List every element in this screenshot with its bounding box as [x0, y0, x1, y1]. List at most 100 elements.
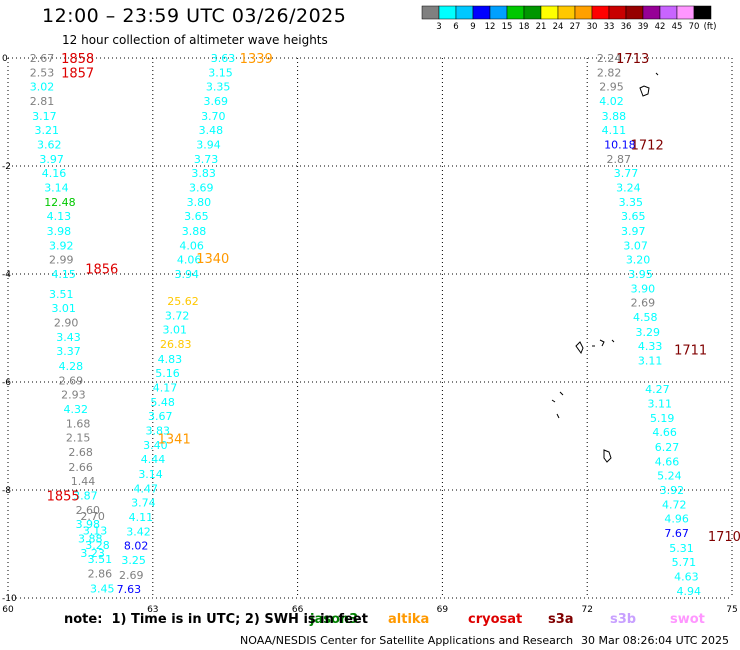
wave-height-value: 2.99: [49, 253, 74, 266]
wave-height-value: 3.23: [80, 547, 105, 560]
credit-timestamp: 30 Mar 08:26:04 UTC 2025: [581, 634, 729, 647]
wave-height-value: 2.66: [68, 461, 93, 474]
wave-height-value: 12.48: [44, 196, 75, 209]
color-scale-label: 39: [638, 22, 649, 32]
wave-height-value: 4.15: [51, 268, 76, 281]
color-scale-label: 33: [604, 22, 615, 32]
wave-height-value: 3.62: [37, 138, 62, 151]
wave-height-value: 3.67: [148, 410, 173, 423]
x-tick-label: 72: [581, 605, 592, 615]
x-tick-label: 66: [292, 605, 304, 615]
wave-height-value: 3.73: [194, 153, 219, 166]
wave-height-value: 3.88: [602, 110, 627, 123]
wave-height-value: 3.69: [189, 182, 214, 195]
wave-height-value: 7.63: [117, 583, 142, 596]
wave-height-value: 26.83: [160, 338, 192, 351]
chart-title: 12:00 – 23:59 UTC 03/26/2025: [42, 5, 347, 27]
color-scale-label: 12: [485, 22, 496, 32]
wave-height-value: 3.29: [635, 326, 660, 339]
wave-height-value: 2.69: [631, 297, 656, 310]
wave-height-value: 2.95: [599, 81, 624, 94]
wave-height-value: 4.32: [64, 403, 89, 416]
color-scale-swatch: [642, 5, 661, 20]
pass-label: 1856: [85, 263, 118, 278]
wave-height-value: 3.28: [85, 539, 110, 552]
wave-height-value: 4.63: [674, 570, 699, 583]
wave-height-value: 3.77: [614, 167, 639, 180]
wave-height-value: 3.11: [638, 354, 663, 367]
wave-height-value: 4.17: [153, 381, 178, 394]
wave-height-value: 2.86: [88, 568, 113, 581]
pass-label: 1713: [616, 52, 649, 67]
wave-height-value: 8.02: [124, 540, 149, 553]
color-scale-swatch: [506, 5, 525, 20]
color-scale-swatch: [421, 5, 440, 20]
wave-height-value: 3.94: [175, 268, 200, 281]
color-scale-swatch: [574, 5, 593, 20]
color-scale-unit: (ft): [704, 22, 717, 32]
wave-height-value: 5.31: [669, 542, 694, 555]
wave-height-value: 3.13: [83, 525, 108, 538]
color-scale-swatch: [659, 5, 678, 20]
wave-height-value: 3.35: [206, 81, 231, 94]
wave-height-value: 4.96: [664, 513, 689, 526]
wave-height-value: 4.06: [177, 253, 202, 266]
x-tick-label: 75: [726, 605, 737, 615]
pass-label: 1339: [240, 52, 273, 67]
y-tick-label: -6: [2, 378, 11, 388]
x-tick-label: 69: [437, 605, 449, 615]
wave-height-value: 2.69: [119, 569, 144, 582]
wave-height-value: 2.60: [76, 504, 101, 517]
color-scale-label: 18: [519, 22, 530, 32]
y-tick-label: -8: [2, 486, 11, 496]
wave-height-value: 3.51: [88, 553, 113, 566]
wave-height-value: 3.14: [138, 468, 163, 481]
coastline: [551, 72, 659, 463]
pass-label: 1857: [61, 67, 94, 82]
pass-label: 1712: [631, 138, 664, 153]
wave-height-value: 3.35: [619, 196, 644, 209]
wave-height-value: 2.82: [597, 67, 622, 80]
wave-height-value: 4.44: [141, 453, 166, 466]
color-scale-label: 15: [502, 22, 513, 32]
color-scale-swatch: [472, 5, 491, 20]
plot-grid: [7, 57, 733, 599]
wave-height-value: 25.62: [167, 295, 199, 308]
color-scale-label: 21: [536, 22, 547, 32]
wave-height-value: 2.87: [607, 153, 632, 166]
wave-height-value: 3.92: [660, 484, 685, 497]
wave-height-value: 2.67: [30, 52, 55, 65]
wave-height-value: 5.71: [672, 556, 697, 569]
wave-height-value: 3.92: [49, 239, 74, 252]
wave-height-value: 3.87: [73, 489, 98, 502]
wave-height-value: 2.93: [61, 388, 86, 401]
satellite-legend-swot: swot: [670, 612, 705, 627]
wave-height-value: 6.27: [655, 441, 680, 454]
color-scale-swatch: [625, 5, 644, 20]
wave-height-value: 1.44: [71, 475, 96, 488]
wave-height-value: 3.42: [126, 526, 150, 539]
wave-height-value: 3.01: [51, 302, 76, 315]
color-scale-label: 70: [689, 22, 700, 32]
wave-height-value: 3.48: [199, 124, 224, 137]
wave-height-value: 3.02: [30, 81, 55, 94]
color-scale-label: 42: [655, 22, 666, 32]
wave-height-value: 4.16: [42, 167, 67, 180]
wave-height-value: 1.68: [66, 418, 91, 431]
wave-height-value: 3.17: [32, 110, 57, 123]
color-scale-swatch: [676, 5, 695, 20]
pass-label: 1711: [674, 344, 707, 359]
wave-height-value: 3.97: [621, 225, 646, 238]
wave-height-value: 5.16: [155, 367, 180, 380]
wave-height-value: 2.15: [66, 432, 91, 445]
color-scale-swatch: [455, 5, 474, 20]
wave-height-value: 5.48: [150, 396, 175, 409]
wave-height-value: 3.20: [626, 253, 651, 266]
color-scale-swatch: [523, 5, 542, 20]
pass-label: 1341: [158, 433, 191, 448]
wave-height-value: 4.66: [652, 426, 677, 439]
wave-height-value: 4.83: [158, 353, 183, 366]
color-scale-label: 27: [570, 22, 581, 32]
wave-height-value: 3.24: [616, 182, 641, 195]
wave-height-value: 4.06: [179, 239, 204, 252]
